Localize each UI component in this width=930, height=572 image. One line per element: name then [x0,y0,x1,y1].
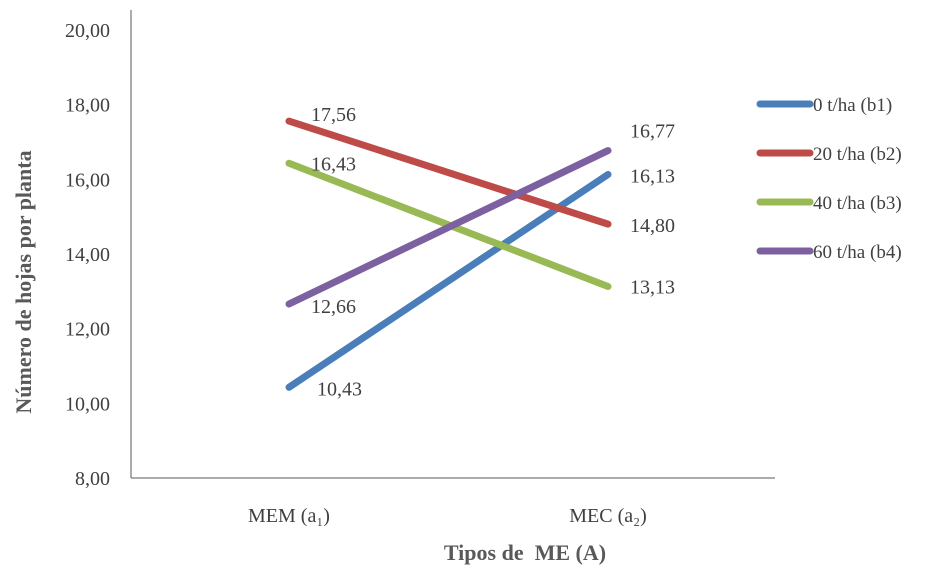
legend-label: 20 t/ha (b2) [813,144,902,165]
data-label: 16,43 [311,153,356,175]
y-tick-label: 20,00 [65,20,110,42]
y-axis-title: Número de hojas por planta [11,150,36,413]
data-label: 16,77 [630,121,675,143]
legend: 0 t/ha (b1) 20 t/ha (b2) 40 t/ha (b3) 60 t/… [756,95,902,263]
legend-label: 40 t/ha (b3) [813,193,902,214]
data-label: 10,43 [317,378,362,400]
x-tick-label: MEC (a₂) [569,505,647,527]
series-lines [285,117,612,391]
axes [130,10,775,479]
y-tick-label: 12,00 [65,319,110,341]
data-label: 16,13 [630,165,675,187]
y-tick-label: 16,00 [65,169,110,191]
series-line-2 [285,117,612,228]
x-tick-labels: MEM (a₁) MEC (a₂) [248,505,647,527]
data-label: 14,80 [630,215,675,237]
legend-label: 60 t/ha (b4) [813,242,902,263]
y-tick-label: 10,00 [65,393,110,415]
data-label: 17,56 [311,104,356,126]
y-tick-label: 18,00 [65,95,110,117]
series-line-4 [285,147,612,308]
y-tick-labels: 8,00 10,00 12,00 14,00 16,00 18,00 20,00 [65,20,110,490]
data-labels: 10,43 16,13 17,56 14,80 16,43 13,13 12,66 16,77 [311,104,675,400]
y-tick-label: 14,00 [65,244,110,266]
x-axis-title: Tipos de ME (A) [444,540,606,565]
y-tick-label: 8,00 [75,468,110,490]
data-label: 13,13 [630,276,675,298]
data-label: 12,66 [311,296,356,318]
x-tick-label: MEM (a₁) [248,505,330,527]
legend-label: 0 t/ha (b1) [813,95,892,116]
